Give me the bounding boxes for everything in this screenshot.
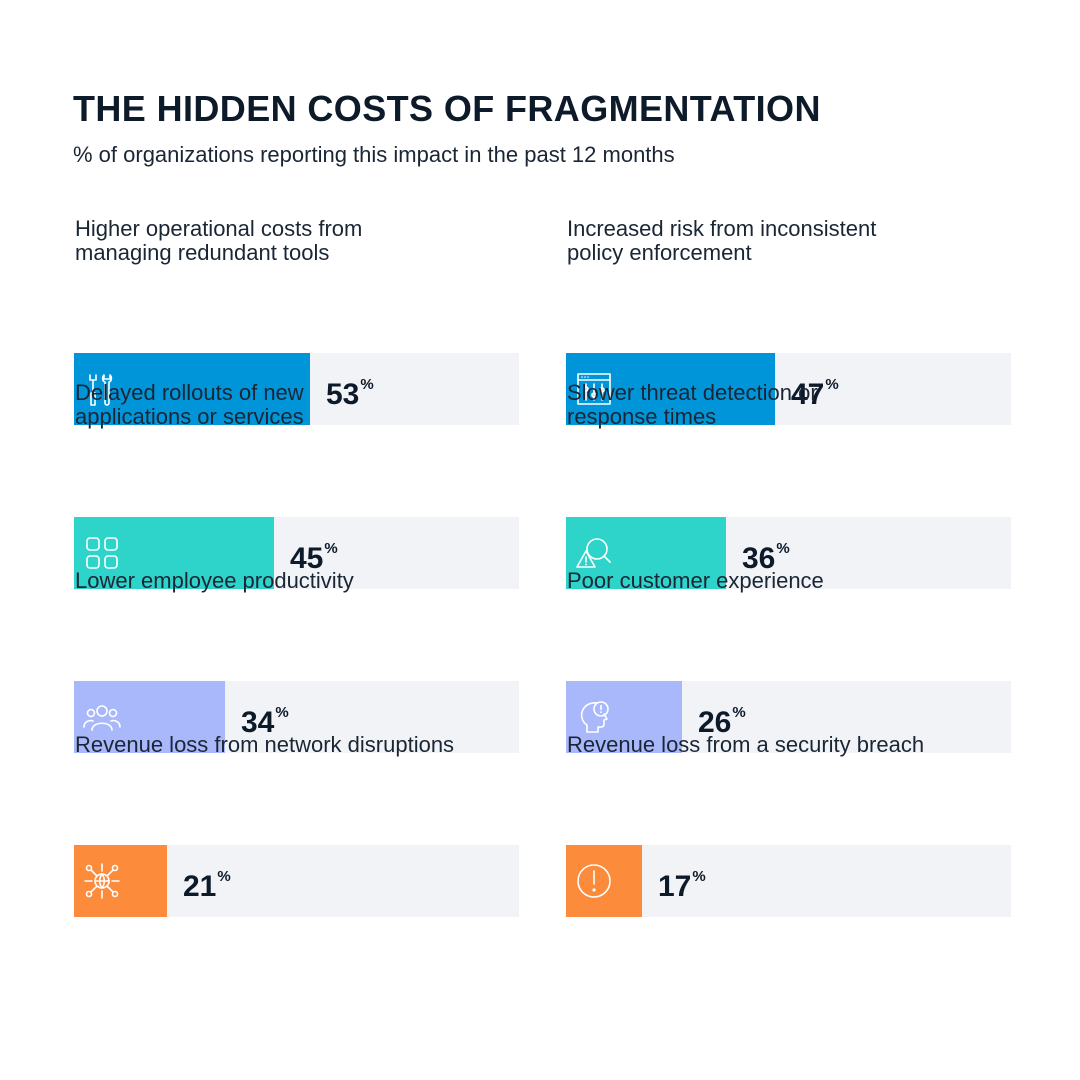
bar-track: 21% [74,845,519,917]
bar-value-unit: % [825,376,839,393]
network-icon [82,861,122,901]
bar-value-number: 36 [742,542,776,575]
bar-value-number: 53 [326,378,360,411]
bar-label: Delayed rollouts of new applications or … [75,380,304,429]
bar-value-unit: % [217,868,231,885]
bar-track: 17% [566,845,1011,917]
policy-settings-icon [574,369,614,409]
bar-fill [566,353,775,425]
bar-label: Poor customer experience [567,568,824,593]
threat-search-icon [574,533,614,573]
bar-track: 53% [74,353,519,425]
bar-fill [566,517,726,589]
bar-fill [74,517,274,589]
bar-value-unit: % [324,540,338,557]
bar-fill [566,845,642,917]
bar-value-label: 26% [698,699,746,741]
bar-value-label: 53% [326,371,374,413]
bar-fill [74,353,310,425]
bar-value-label: 17% [658,863,706,905]
bar-fill [566,681,682,753]
bar-value-label: 34% [241,699,289,741]
chart-title: THE HIDDEN COSTS OF FRAGMENTATION [73,88,821,129]
bar-track: 45% [74,517,519,589]
bar-track: 34% [74,681,519,753]
apps-grid-icon [82,533,122,573]
bar-track: 36% [566,517,1011,589]
customer-alert-icon [574,697,614,737]
bar-label: Lower employee productivity [75,568,354,593]
bar-track: 47% [566,353,1011,425]
bar-value-label: 36% [742,535,790,577]
bar-label: Higher operational costs from managing r… [75,216,363,265]
bar-value-unit: % [360,376,374,393]
bar-label: Increased risk from inconsistent policy … [567,216,877,265]
bar-value-number: 21 [183,870,217,903]
bar-value-label: 45% [290,535,338,577]
bar-value-number: 45 [290,542,324,575]
bar-value-number: 47 [791,378,825,411]
bar-value-unit: % [776,540,790,557]
bar-value-label: 21% [183,863,231,905]
bar-label: Revenue loss from network disruptions [75,732,455,757]
bar-value-unit: % [692,868,706,885]
bar-value-unit: % [275,704,289,721]
bar-value-number: 17 [658,870,692,903]
bar-value-label: 47% [791,371,839,413]
bar-label: Revenue loss from a security breach [567,732,925,757]
bar-label: Slower threat detection or response time… [567,380,818,429]
bar-value-number: 26 [698,706,732,739]
bar-fill [74,681,225,753]
tools-icon [82,369,122,409]
people-icon [82,697,122,737]
bar-value-number: 34 [241,706,275,739]
bar-track: 26% [566,681,1011,753]
bar-value-unit: % [732,704,746,721]
chart-subtitle: % of organizations reporting this impact… [73,142,675,167]
warning-icon [574,861,614,901]
bar-fill [74,845,167,917]
